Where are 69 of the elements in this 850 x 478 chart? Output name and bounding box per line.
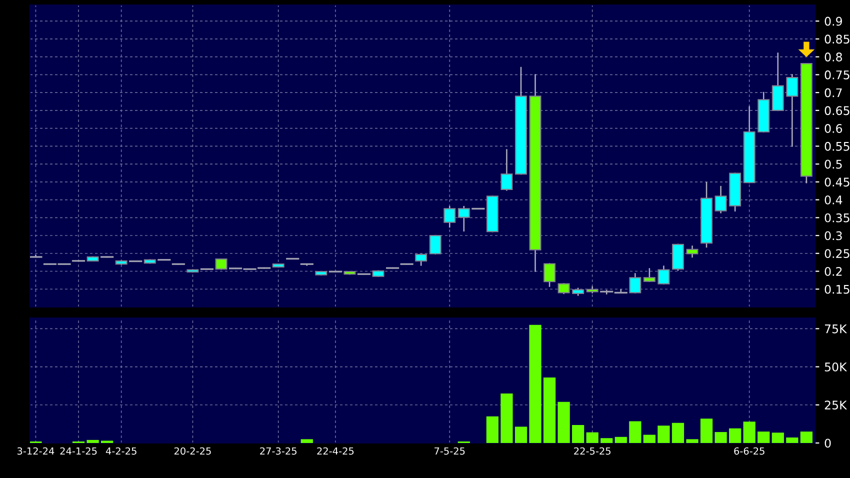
y-tick-label: 0.65 bbox=[824, 106, 850, 116]
bar bbox=[572, 425, 584, 443]
y-tick-label: 0.75 bbox=[824, 70, 850, 80]
x-tick-label: 6-6-25 bbox=[734, 447, 764, 455]
y-tick-label: 0.55 bbox=[824, 142, 850, 151]
y-tick-label: 0.8 bbox=[824, 52, 842, 62]
x-tick-label: 20-2-25 bbox=[174, 447, 211, 455]
bar bbox=[758, 432, 770, 443]
x-tick-label: 24-1-25 bbox=[60, 447, 97, 455]
y-tick-label: 50K bbox=[824, 362, 848, 372]
bar bbox=[672, 422, 684, 443]
x-tick-label: 4-2-25 bbox=[106, 447, 136, 455]
y-tick-label: 75K bbox=[824, 324, 848, 334]
bar bbox=[558, 402, 570, 443]
candlestick bbox=[444, 206, 456, 228]
y-tick-label: 0.85 bbox=[824, 34, 850, 44]
bar bbox=[300, 439, 313, 443]
candlestick bbox=[215, 258, 228, 270]
candlestick bbox=[429, 234, 442, 254]
y-tick-label: 0.45 bbox=[824, 178, 850, 187]
bar bbox=[86, 440, 99, 443]
candlestick bbox=[500, 149, 513, 191]
bar bbox=[658, 426, 670, 443]
candlestick bbox=[30, 254, 42, 258]
y-tick-label: 0.35 bbox=[824, 213, 850, 222]
bar bbox=[700, 418, 713, 443]
candlestick bbox=[658, 266, 670, 284]
x-tick-label: 3-12-24 bbox=[17, 447, 54, 455]
y-tick-label: 0.7 bbox=[824, 88, 842, 98]
y-tick-label: 0.9 bbox=[824, 16, 842, 26]
candlestick bbox=[629, 273, 642, 294]
candlestick bbox=[544, 263, 556, 287]
candlestick bbox=[458, 206, 470, 232]
y-tick-label: 0.3 bbox=[824, 231, 842, 240]
candlestick bbox=[686, 246, 698, 258]
y-tick-label: 0.25 bbox=[824, 249, 850, 258]
bar bbox=[714, 432, 727, 443]
x-tick-label: 22-4-25 bbox=[317, 447, 354, 455]
bar bbox=[786, 438, 798, 443]
y-tick-label: 0 bbox=[824, 438, 831, 448]
y-tick-label: 0.4 bbox=[824, 196, 842, 204]
x-tick-label: 7-5-25 bbox=[434, 447, 465, 455]
y-tick-label: 0.2 bbox=[824, 266, 842, 276]
bar bbox=[643, 434, 656, 443]
candlestick bbox=[415, 254, 428, 266]
candlestick bbox=[643, 268, 656, 282]
y-tick-label: 0.5 bbox=[824, 160, 842, 169]
bar bbox=[486, 416, 498, 443]
bar bbox=[686, 439, 698, 443]
y-tick-label: 0.6 bbox=[824, 124, 842, 133]
bar bbox=[600, 438, 613, 443]
y-tick-label: 0.15 bbox=[824, 284, 850, 294]
bar bbox=[543, 377, 556, 443]
x-tick-label: 22-5-25 bbox=[574, 447, 610, 455]
bar bbox=[800, 432, 812, 443]
candlestick bbox=[558, 283, 570, 294]
bar bbox=[772, 432, 784, 443]
bar bbox=[743, 422, 756, 443]
bar bbox=[614, 436, 627, 443]
candlestick bbox=[786, 74, 798, 147]
candlestick bbox=[714, 186, 727, 214]
bar bbox=[500, 393, 513, 443]
bar bbox=[629, 421, 642, 443]
bar bbox=[586, 432, 598, 443]
bar bbox=[514, 426, 528, 443]
y-tick-label: 25K bbox=[824, 400, 848, 410]
bar bbox=[529, 324, 542, 443]
bar bbox=[729, 428, 742, 443]
x-tick-label: 27-3-25 bbox=[260, 447, 296, 455]
